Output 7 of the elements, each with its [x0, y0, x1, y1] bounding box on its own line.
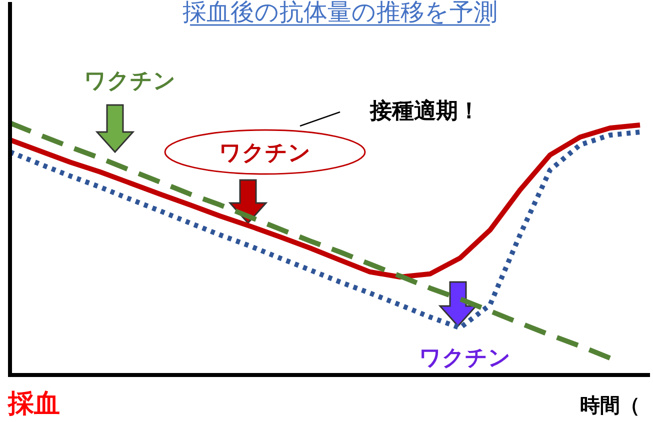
chart-title: 採血後の抗体量の推移を予測	[182, 0, 498, 26]
annotation: ワクチン	[219, 141, 311, 166]
annotation: 接種適期！	[369, 98, 480, 124]
x-axis-title: 時間（	[580, 393, 640, 417]
annotation: ワクチン	[419, 346, 511, 371]
text: 採血	[7, 389, 60, 419]
text: ワクチン	[84, 69, 176, 94]
